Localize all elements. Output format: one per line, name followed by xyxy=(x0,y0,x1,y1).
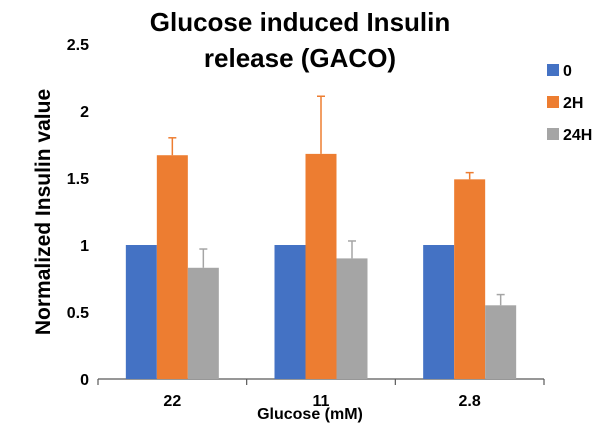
y-tick-label: 1.5 xyxy=(67,171,89,188)
bar xyxy=(305,153,337,379)
x-tick-label: 2.8 xyxy=(459,393,481,410)
axes: 0 0.5 1 1.5 2 2.5 22 11 2.8 xyxy=(67,37,545,410)
legend-swatch xyxy=(547,64,559,76)
y-tick-label: 0 xyxy=(80,372,89,389)
error-bars xyxy=(168,95,505,306)
x-axis-label: Glucose (mM) xyxy=(257,406,363,423)
y-tick-label: 0.5 xyxy=(67,305,89,322)
bar xyxy=(485,305,517,379)
chart-title-line-2: release (GACO) xyxy=(204,43,396,73)
bar xyxy=(156,155,188,379)
legend-label: 0 xyxy=(563,63,572,80)
bar xyxy=(454,179,486,379)
bar xyxy=(187,267,219,379)
y-tick-label: 2 xyxy=(80,104,89,121)
bar xyxy=(336,258,368,379)
bar xyxy=(274,245,306,379)
legend-swatch xyxy=(547,128,559,140)
legend-label: 2H xyxy=(563,95,583,112)
bar xyxy=(125,245,157,379)
bars xyxy=(125,153,517,379)
x-tick-label: 11 xyxy=(313,393,330,410)
chart-title-line-1: Glucose induced Insulin xyxy=(150,7,451,37)
legend-label: 24H xyxy=(563,127,592,144)
y-tick-label: 2.5 xyxy=(67,37,89,54)
legend-swatch xyxy=(547,96,559,108)
bar xyxy=(423,245,455,379)
y-tick-label: 1 xyxy=(80,238,89,255)
legend: 0 2H 24H xyxy=(547,63,592,144)
x-tick-label: 22 xyxy=(163,393,181,410)
y-axis-label: Normalized Insulin value xyxy=(32,89,55,335)
chart-title: Glucose induced Insulin release (GACO) xyxy=(150,7,451,73)
